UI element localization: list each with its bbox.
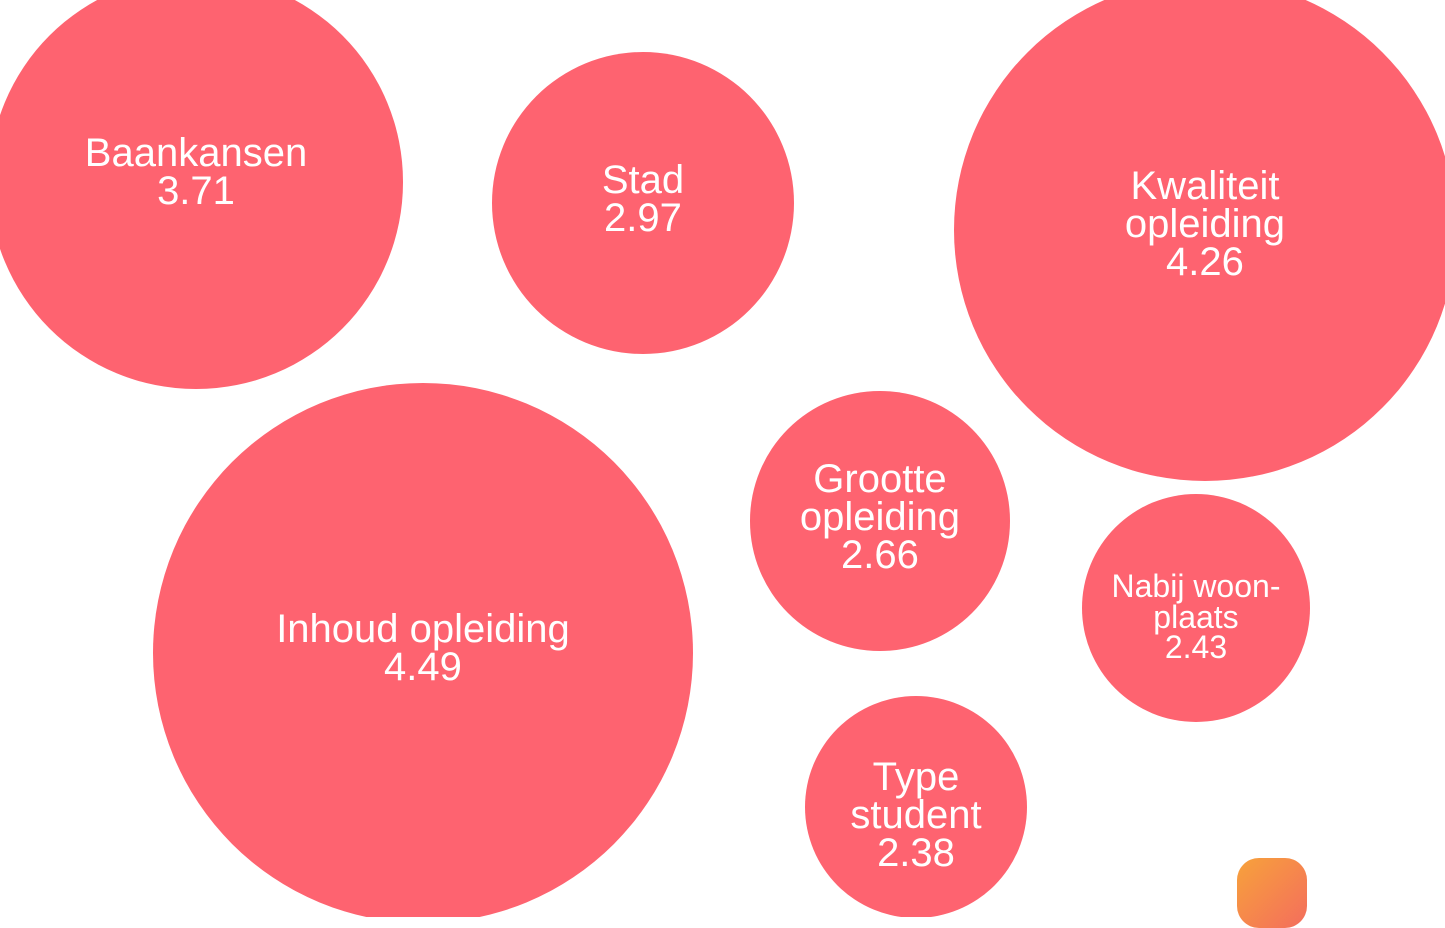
bubble: Kwaliteit opleiding 4.26 (954, 0, 1445, 481)
bubble-value: 2.43 (1164, 629, 1228, 666)
bubble-label: Inhoud opleiding (276, 606, 570, 651)
bubble-value: 4.49 (384, 644, 462, 689)
bubble-value: 2.38 (877, 831, 955, 875)
bubble-label: Baankansen (84, 131, 308, 175)
bubble-value: 2.97 (604, 195, 682, 240)
bubble: Type student 2.38 (805, 696, 1027, 917)
bubble-value: 4.26 (1166, 240, 1244, 284)
bubble: Grootte opleiding 2.66 (750, 391, 1010, 651)
bubble-text: Type student 2.38 (826, 755, 1006, 875)
bubble-text: Kwaliteit opleiding 4.26 (1090, 164, 1320, 284)
bubble-text: Nabij woon-plaats 2.43 (1088, 568, 1303, 666)
bubble-value: 2.66 (841, 532, 919, 577)
bubble-label: Kwaliteit opleiding (1124, 164, 1286, 246)
logo (1237, 858, 1307, 928)
bubble-label: Stad (601, 157, 685, 202)
bubble-text: Baankansen 3.71 (36, 131, 356, 213)
bubble-text: Stad 2.97 (513, 157, 773, 240)
bubble-text: Grootte opleiding 2.66 (775, 456, 985, 577)
bubble-value: 3.71 (157, 169, 235, 213)
bubble-text: Inhoud opleiding 4.49 (213, 606, 633, 689)
bubble: Nabij woon-plaats 2.43 (1081, 493, 1311, 723)
bubble-label: Nabij woon-plaats (1111, 568, 1281, 635)
bubble-label: Type student (850, 755, 982, 837)
bubble: Inhoud opleiding 4.49 (153, 383, 693, 917)
bubble: Baankansen 3.71 (0, 0, 403, 389)
bubble: Stad 2.97 (491, 51, 795, 355)
bubble-label: Grootte opleiding (799, 456, 961, 539)
